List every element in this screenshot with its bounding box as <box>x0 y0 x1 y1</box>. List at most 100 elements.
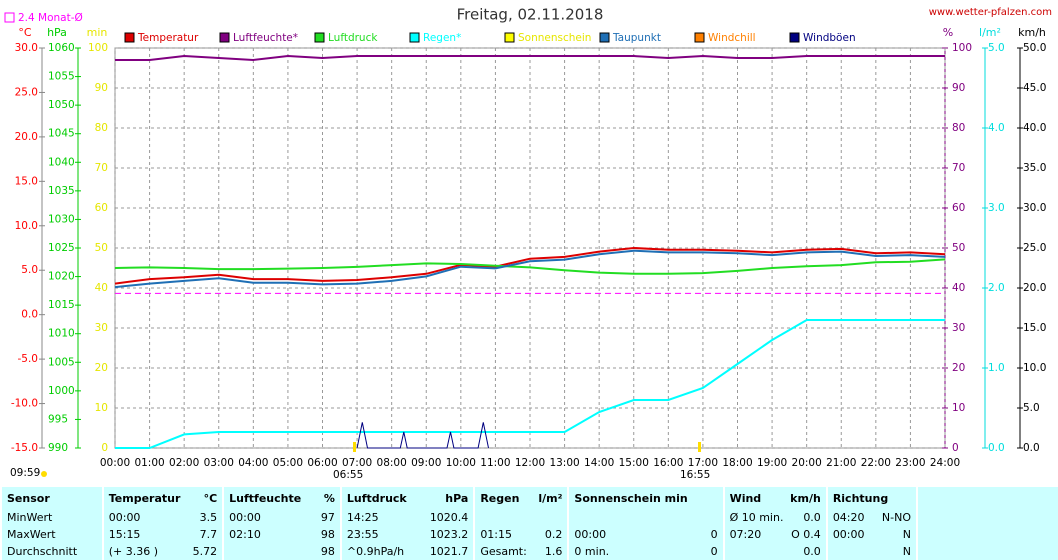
cell-text: Luftfeuchte <box>229 491 302 505</box>
cell-text: MaxWert <box>7 528 56 541</box>
x-tick-label: 23:00 <box>895 457 925 469</box>
sun-marker <box>353 442 356 452</box>
table-cell: 01:15 0.2 <box>473 526 569 543</box>
x-tick-label: 15:00 <box>619 457 649 469</box>
y-tick-label: 40 <box>95 282 108 294</box>
cell-text: Temperatur <box>108 491 181 505</box>
y-tick-label: 20 <box>95 362 108 374</box>
y-tick-label: 1030 <box>48 213 75 225</box>
cell-text: Ø 10 min. <box>729 511 784 524</box>
table-cell: MaxWert <box>0 526 103 543</box>
cell-text: 01:15 <box>480 528 513 541</box>
y-tick-label: 25.0 <box>15 86 38 98</box>
y-tick-label: 1020 <box>48 271 75 283</box>
cell-text: 0 <box>710 545 718 558</box>
x-tick-label: 10:00 <box>446 457 476 469</box>
table-cell: (+ 3.36 ) 5.72 <box>101 543 224 560</box>
x-tick-label: 04:00 <box>238 457 268 469</box>
legend-swatch <box>219 32 230 43</box>
y-tick-label: 1060 <box>48 42 75 54</box>
cell-text: 00:00 <box>108 511 141 524</box>
table-cell: 04:20 N-NO <box>825 509 917 526</box>
table-cell: N <box>825 543 917 560</box>
table-cell: 0 min. 0 <box>567 543 724 560</box>
daylight-label: 09:59 <box>10 467 40 479</box>
cell-text: 0.0 <box>803 511 821 524</box>
cell-text: 1023.2 <box>429 528 469 541</box>
y-tick-label: 30 <box>952 322 965 334</box>
table-cell <box>473 509 569 526</box>
y-tick-label: 5.0 <box>21 264 38 276</box>
cell-text: 98 <box>320 528 335 541</box>
table-row: MaxWert 15:15 7.7 02:10 98 23:55 1023.2 01:15 0.… <box>0 526 1058 543</box>
x-tick-label: 11:00 <box>480 457 510 469</box>
cell-text: 15:15 <box>108 528 141 541</box>
cell-text: 02:10 <box>229 528 261 541</box>
cell-text: N <box>902 528 911 541</box>
sun-marker <box>698 442 701 452</box>
cell-text: Gesamt: <box>480 545 527 558</box>
y-tick-label: 30.0 <box>1023 202 1046 214</box>
y-tick-label: 10.0 <box>1023 362 1046 374</box>
cell-text: hPa <box>445 491 469 505</box>
chart-title: Freitag, 02.11.2018 <box>457 6 604 24</box>
cell-text: Regen <box>480 491 520 505</box>
cell-text: 0.0 <box>803 545 821 558</box>
cell-text: % <box>323 491 335 505</box>
y-tick-label: 60 <box>95 202 108 214</box>
y-tick-label: 1015 <box>48 299 75 311</box>
y-tick-label: 10 <box>95 402 108 414</box>
x-tick-label: 21:00 <box>826 457 856 469</box>
table-cell: 07:20 O 0.4 <box>722 526 827 543</box>
y-tick-label: 5.0 <box>988 42 1005 54</box>
cell-text: 7.7 <box>199 528 218 541</box>
y-tick-label: 0 <box>952 442 959 454</box>
y-tick-label: 20 <box>952 362 965 374</box>
x-tick-label: 16:00 <box>653 457 683 469</box>
sun-dot <box>41 471 47 477</box>
table-cell: Sonnenschein min <box>567 487 724 509</box>
y-tick-label: 990 <box>48 442 68 454</box>
cell-text: 00:00 <box>574 528 607 541</box>
legend-label: Sonnenschein <box>518 32 591 44</box>
series-line <box>114 249 946 289</box>
y-tick-label: 10.0 <box>15 220 38 232</box>
x-tick-label: 00:00 <box>100 457 130 469</box>
y-tick-label: 1055 <box>48 71 75 83</box>
y-tick-label: 40.0 <box>1023 122 1046 134</box>
x-tick-label: 09:00 <box>411 457 441 469</box>
y-tick-label: 1010 <box>48 328 75 340</box>
legend-swatch <box>409 32 420 43</box>
y-tick-label: 15.0 <box>1023 322 1046 334</box>
reference-icon <box>4 12 15 23</box>
cell-text: 1.6 <box>544 545 563 558</box>
cell-text: Luftdruck <box>346 491 407 505</box>
y-tick-label: 80 <box>95 122 108 134</box>
axis-unit: km/h <box>1018 26 1046 39</box>
y-tick-label: 0.0 <box>1023 442 1040 454</box>
y-tick-label: 80 <box>952 122 965 134</box>
cell-text: Durchschnitt <box>7 545 78 558</box>
x-tick-label: 14:00 <box>584 457 614 469</box>
cell-text: 98 <box>320 545 335 558</box>
y-tick-label: 30.0 <box>15 42 38 54</box>
legend-label: Windböen <box>803 32 856 44</box>
cell-text: 23:55 <box>346 528 379 541</box>
legend-swatch <box>504 32 515 43</box>
axis-unit: °C <box>18 26 32 39</box>
axis-unit: hPa <box>47 26 67 39</box>
legend-swatch <box>599 32 610 43</box>
legend-swatch <box>314 32 325 43</box>
sunrise-label: 06:55 <box>333 469 363 481</box>
y-tick-label: 90 <box>952 82 965 94</box>
table-row: Durchschnitt (+ 3.36 ) 5.72 98 ^0.9hPa/h 1021… <box>0 543 1058 560</box>
cell-text: 97 <box>320 511 335 524</box>
cell-text: Richtung <box>832 491 889 505</box>
cell-text: Sensor <box>7 491 50 505</box>
table-cell: Gesamt: 1.6 <box>473 543 569 560</box>
legend-label: Temperatur <box>137 32 199 44</box>
x-tick-label: 12:00 <box>515 457 545 469</box>
y-tick-label: 35.0 <box>1023 162 1046 174</box>
table-cell: 0.0 <box>722 543 827 560</box>
